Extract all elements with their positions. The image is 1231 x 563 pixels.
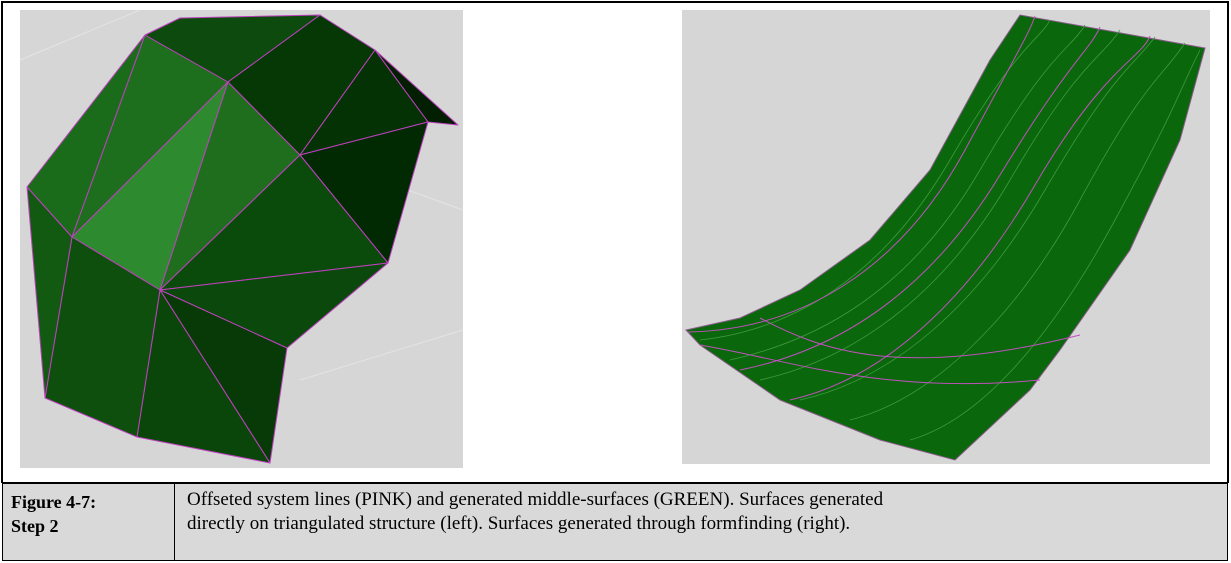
- left-image: [20, 10, 463, 468]
- caption-text: Offseted system lines (PINK) and generat…: [175, 484, 883, 560]
- page: Figure 4-7: Step 2 Offseted system lines…: [0, 0, 1231, 563]
- figure: [0, 0, 1231, 483]
- caption-text-line: Offseted system lines (PINK) and generat…: [187, 488, 883, 512]
- caption-label-line: Step 2: [11, 514, 174, 538]
- right-image: [682, 10, 1210, 464]
- caption-text-line: directly on triangulated structure (left…: [187, 512, 883, 536]
- caption-label-line: Figure 4-7:: [11, 490, 174, 514]
- caption-label: Figure 4-7: Step 2: [3, 484, 175, 560]
- caption-row: Figure 4-7: Step 2 Offseted system lines…: [2, 483, 1228, 561]
